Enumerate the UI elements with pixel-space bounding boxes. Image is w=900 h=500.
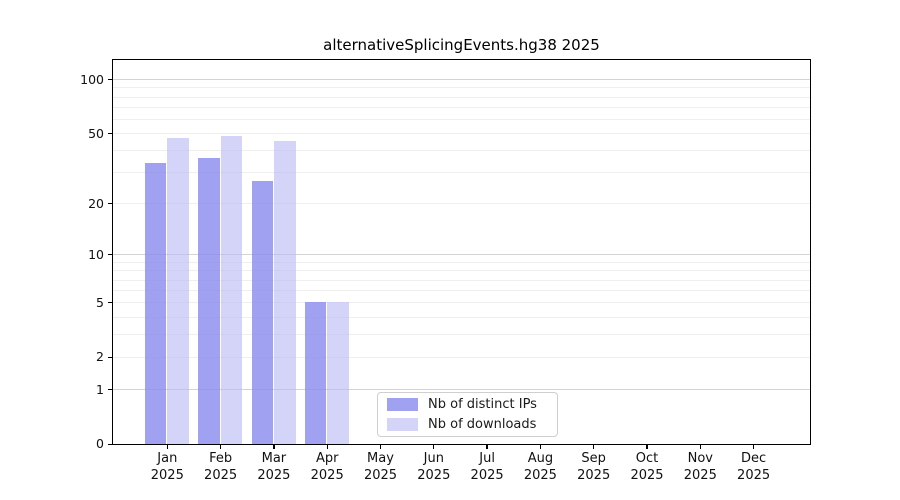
x-tick-oct: [646, 445, 648, 450]
x-tick-label-aug: Aug 2025: [523, 451, 557, 483]
x-tick-jul: [486, 445, 488, 450]
y-tick-100: [107, 78, 112, 81]
gridline-50: [113, 133, 810, 135]
gridline-70: [113, 106, 810, 108]
x-tick-label-jan: Jan 2025: [150, 451, 184, 483]
y-tick-20: [107, 203, 112, 205]
chart-title: alternativeSplicingEvents.hg38 2025: [323, 36, 600, 54]
bar-downloads-apr: [327, 302, 349, 444]
x-tick-may: [379, 445, 382, 450]
y-tick-label-2: 2: [96, 349, 104, 365]
y-tick-50: [107, 132, 112, 135]
y-tick-label-1: 1: [96, 381, 104, 397]
y-tick-label-10: 10: [88, 246, 104, 262]
y-tick-0: [107, 443, 112, 445]
y-tick-label-100: 100: [80, 71, 104, 87]
bar-distinct-ips-feb: [198, 158, 220, 444]
gridline-10: [113, 254, 810, 256]
bar-downloads-jan: [167, 137, 189, 444]
x-tick-dec: [752, 445, 755, 450]
x-tick-aug: [539, 445, 542, 450]
x-tick-sep: [593, 445, 595, 450]
legend-label-distinct-ips: Nb of distinct IPs: [428, 396, 537, 412]
gridline-20: [113, 203, 810, 205]
bar-downloads-feb: [220, 136, 243, 444]
gridline-2: [113, 357, 810, 359]
x-tick-label-mar: Mar 2025: [257, 451, 291, 483]
gridline-9: [113, 261, 810, 263]
x-tick-jan: [166, 445, 168, 450]
y-tick-label-50: 50: [88, 125, 104, 141]
x-tick-label-apr: Apr 2025: [310, 451, 344, 483]
y-tick-10: [107, 254, 112, 256]
x-tick-apr: [326, 445, 328, 450]
gridline-60: [113, 118, 810, 120]
x-tick-mar: [273, 445, 275, 450]
x-tick-feb: [219, 445, 222, 450]
legend-label-downloads: Nb of downloads: [428, 417, 537, 433]
gridline-4: [113, 316, 810, 318]
x-tick-label-feb: Feb 2025: [204, 451, 238, 483]
x-tick-label-jul: Jul 2025: [470, 451, 504, 483]
gridline-7: [113, 279, 810, 281]
bar-distinct-ips-mar: [251, 180, 273, 444]
bar-distinct-ips-apr: [304, 302, 327, 444]
plot-area: [112, 59, 811, 445]
y-tick-2: [107, 356, 112, 359]
gridline-30: [113, 172, 810, 174]
x-tick-label-jun: Jun 2025: [417, 451, 451, 483]
legend: Nb of distinct IPs Nb of downloads: [377, 392, 558, 437]
x-tick-label-oct: Oct 2025: [630, 451, 664, 483]
x-tick-label-nov: Nov 2025: [683, 451, 717, 483]
gridline-90: [113, 87, 810, 89]
y-tick-5: [107, 302, 112, 304]
gridline-8: [113, 270, 810, 272]
legend-swatch-downloads: [387, 418, 418, 431]
x-tick-label-sep: Sep 2025: [577, 451, 611, 483]
x-tick-label-may: May 2025: [363, 451, 398, 483]
gridline-80: [113, 96, 810, 98]
legend-row-downloads: Nb of downloads: [378, 416, 557, 434]
bar-downloads-mar: [274, 141, 296, 444]
y-tick-1: [107, 388, 112, 391]
gridline-100: [113, 79, 810, 81]
y-tick-label-5: 5: [96, 294, 104, 310]
gridline-1: [113, 389, 810, 391]
gridline-6: [113, 290, 810, 292]
legend-swatch-distinct-ips: [387, 398, 418, 411]
x-tick-jun: [433, 445, 435, 450]
y-tick-label-0: 0: [96, 436, 104, 452]
gridline-5: [113, 302, 810, 304]
y-tick-label-20: 20: [88, 195, 104, 211]
x-tick-label-dec: Dec 2025: [737, 451, 771, 483]
gridline-40: [113, 150, 810, 152]
bar-distinct-ips-jan: [144, 162, 167, 444]
x-tick-nov: [699, 445, 701, 450]
legend-row-distinct-ips: Nb of distinct IPs: [378, 395, 557, 413]
gridline-3: [113, 334, 810, 336]
